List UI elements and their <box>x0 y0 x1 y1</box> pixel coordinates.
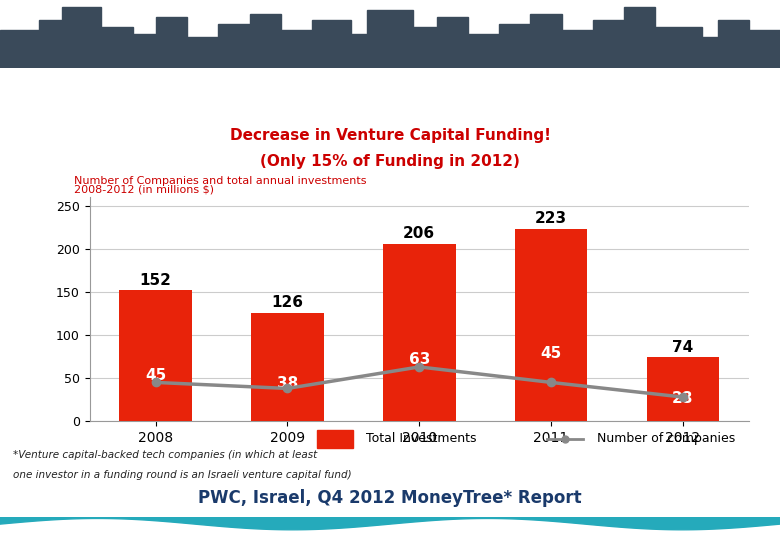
Bar <box>317 430 353 448</box>
Bar <box>250 14 281 68</box>
Bar <box>94 27 133 68</box>
Bar <box>624 6 655 68</box>
Bar <box>218 24 257 68</box>
Text: 223: 223 <box>535 211 567 226</box>
Text: 45: 45 <box>145 368 166 383</box>
Text: 63: 63 <box>409 352 430 367</box>
Bar <box>39 20 70 68</box>
Bar <box>383 244 456 421</box>
Text: *Venture capital-backed tech companies (in which at least: *Venture capital-backed tech companies (… <box>12 449 317 460</box>
Bar <box>406 27 445 68</box>
Text: 74: 74 <box>672 340 693 355</box>
Text: 2008-2012 (in millions $): 2008-2012 (in millions $) <box>74 185 214 194</box>
Bar <box>655 27 702 68</box>
Text: PWC, Israel, Q4 2012 MoneyTree* Report: PWC, Israel, Q4 2012 MoneyTree* Report <box>198 489 582 507</box>
Text: 126: 126 <box>271 295 303 310</box>
Bar <box>741 30 780 68</box>
Bar <box>499 24 538 68</box>
Bar <box>343 33 374 68</box>
Bar <box>62 6 101 68</box>
Text: Decrease in Venture Capital Funding!: Decrease in Venture Capital Funding! <box>229 129 551 143</box>
Text: one investor in a funding round is an Israeli venture capital fund): one investor in a funding round is an Is… <box>12 470 352 481</box>
Text: 28: 28 <box>672 392 693 407</box>
Bar <box>686 37 725 68</box>
Text: 206: 206 <box>403 226 435 241</box>
Bar <box>251 313 324 421</box>
Text: Number of Companies and total annual investments: Number of Companies and total annual inv… <box>74 177 367 186</box>
Text: 38: 38 <box>277 376 298 390</box>
Text: 45: 45 <box>541 347 562 361</box>
Bar <box>367 10 413 68</box>
Text: Number of companies: Number of companies <box>597 432 736 445</box>
Bar <box>0 30 47 68</box>
Bar <box>437 17 468 68</box>
Bar <box>312 20 351 68</box>
Text: Total Investments: Total Investments <box>367 432 477 445</box>
Bar <box>273 30 320 68</box>
Bar <box>530 14 562 68</box>
Bar <box>562 30 608 68</box>
Bar <box>119 290 192 421</box>
Text: Capital Raised by Israeli Life Science Companies (VC Funding): Capital Raised by Israeli Life Science C… <box>12 85 639 104</box>
Text: (Only 15% of Funding in 2012): (Only 15% of Funding in 2012) <box>260 154 520 169</box>
Bar <box>718 20 749 68</box>
Bar <box>125 33 172 68</box>
Bar <box>647 357 719 421</box>
Bar <box>468 33 515 68</box>
Text: 152: 152 <box>140 273 172 288</box>
Bar <box>593 20 632 68</box>
Bar <box>156 17 187 68</box>
Bar <box>179 37 226 68</box>
Bar <box>515 229 587 421</box>
